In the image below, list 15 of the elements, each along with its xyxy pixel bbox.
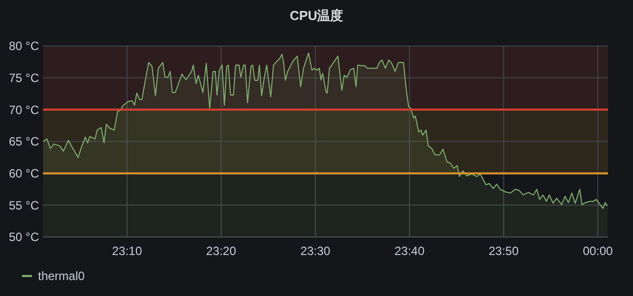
x-tick-label: 23:50 — [488, 244, 519, 258]
x-tick-label: 23:30 — [300, 244, 331, 258]
y-tick-label: 60 °C — [8, 166, 40, 181]
y-tick-label: 80 °C — [8, 39, 40, 54]
chart-title: CPU温度 — [290, 8, 344, 23]
y-tick-label: 75 °C — [8, 71, 40, 86]
x-tick-label: 23:10 — [112, 244, 142, 258]
x-tick-label: 23:20 — [206, 244, 236, 258]
y-tick-label: 50 °C — [8, 230, 40, 244]
y-tick-label: 70 °C — [8, 102, 40, 117]
x-tick-label: 00:00 — [582, 244, 614, 258]
y-tick-label: 65 °C — [8, 134, 40, 149]
y-tick-label: 55 °C — [8, 198, 40, 212]
legend-label: thermal0 — [38, 269, 86, 284]
x-tick-label: 23:40 — [394, 244, 425, 258]
